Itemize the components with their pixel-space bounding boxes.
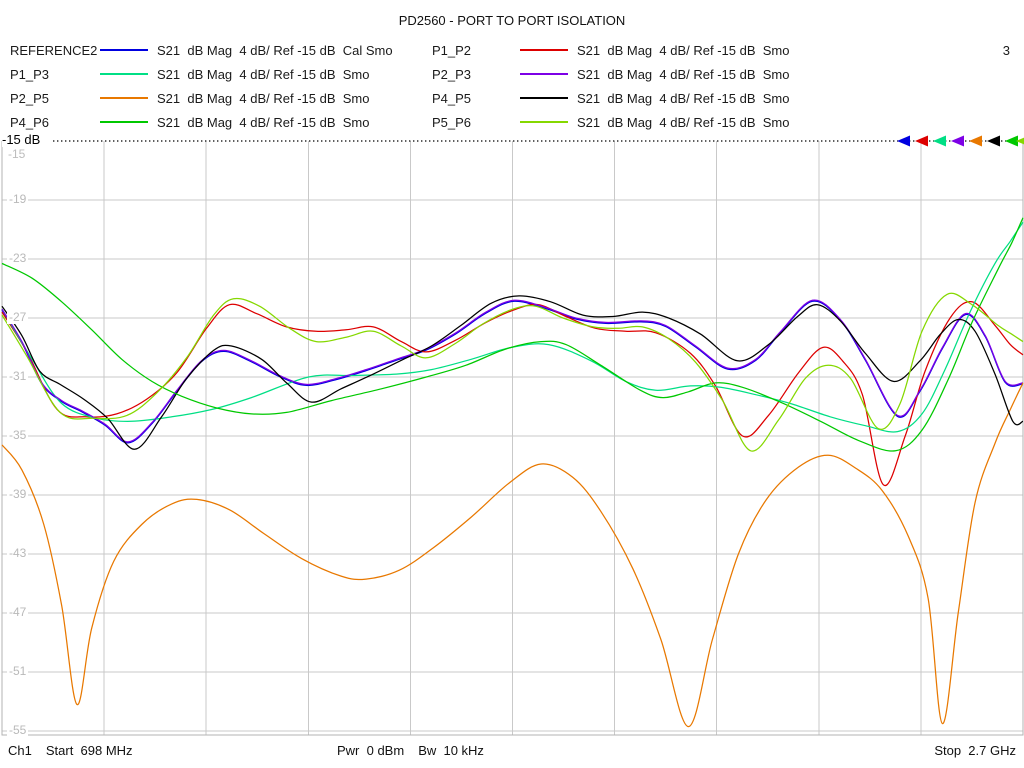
trace-name: P5_P6 bbox=[432, 114, 472, 130]
status-left: Ch1 Start 698 MHz bbox=[8, 743, 133, 758]
y-axis-label: -31 bbox=[7, 369, 29, 383]
y-axis-label: -51 bbox=[7, 664, 29, 678]
trace-format: S21 dB Mag 4 dB/ Ref -15 dB Smo bbox=[157, 114, 370, 130]
bandwidth-field[interactable]: Bw 10 kHz bbox=[418, 743, 484, 758]
trace-color-swatch bbox=[520, 97, 568, 99]
legend-entry-p2-p3[interactable]: P2_P3 S21 dB Mag 4 dB/ Ref -15 dB Smo bbox=[432, 66, 789, 82]
trace-name: P1_P2 bbox=[432, 42, 472, 58]
status-middle: Pwr 0 dBm Bw 10 kHz bbox=[337, 743, 484, 758]
trace-P2_P3 bbox=[1, 299, 1024, 443]
trace-format: S21 dB Mag 4 dB/ Ref -15 dB Smo bbox=[577, 66, 790, 82]
legend-entry-p4-p6[interactable]: P4_P6 S21 dB Mag 4 dB/ Ref -15 dB Smo bbox=[10, 114, 369, 130]
trace-P4_P6 bbox=[1, 217, 1024, 452]
y-axis-label: -39 bbox=[7, 487, 29, 501]
trace-ref-marker-icon[interactable] bbox=[969, 135, 982, 147]
trace-ref-marker-icon[interactable] bbox=[987, 135, 1000, 147]
trace-color-swatch bbox=[100, 121, 148, 123]
legend-entry-p5-p6[interactable]: P5_P6 S21 dB Mag 4 dB/ Ref -15 dB Smo bbox=[432, 114, 789, 130]
y-axis-label: -35 bbox=[7, 428, 29, 442]
trace-name: P4_P6 bbox=[10, 114, 50, 130]
chart-title: PD2560 - PORT TO PORT ISOLATION bbox=[398, 13, 626, 28]
plot-border bbox=[1, 141, 1024, 736]
power-field[interactable]: Pwr 0 dBm bbox=[337, 743, 405, 758]
y-axis-label: -55 bbox=[7, 723, 29, 737]
trace-color-swatch bbox=[520, 49, 568, 51]
trace-color-swatch bbox=[100, 73, 148, 75]
trace-format: S21 dB Mag 4 dB/ Ref -15 dB Smo bbox=[577, 42, 790, 58]
legend-entry-p1-p2[interactable]: P1_P2 S21 dB Mag 4 dB/ Ref -15 dB Smo bbox=[432, 42, 789, 58]
legend-entry-reference2[interactable]: REFERENCE2 S21 dB Mag 4 dB/ Ref -15 dB C… bbox=[10, 42, 393, 58]
trace-format: S21 dB Mag 4 dB/ Ref -15 dB Smo bbox=[577, 114, 790, 130]
trace-ref-marker-icon[interactable] bbox=[933, 135, 946, 147]
trace-ref-marker-icon[interactable] bbox=[897, 135, 910, 147]
legend-entry-p1-p3[interactable]: P1_P3 S21 dB Mag 4 dB/ Ref -15 dB Smo bbox=[10, 66, 369, 82]
stop-frequency-field[interactable]: Stop 2.7 GHz bbox=[934, 743, 1016, 758]
reference-level-label: -15 dB bbox=[2, 132, 43, 147]
start-frequency-field[interactable]: Start 698 MHz bbox=[45, 743, 133, 758]
y-axis-label: -47 bbox=[7, 605, 29, 619]
trace-format: S21 dB Mag 4 dB/ Ref -15 dB Smo bbox=[157, 66, 370, 82]
trace-color-swatch bbox=[100, 97, 148, 99]
trace-P4_P5 bbox=[1, 295, 1024, 450]
channel-label: Ch1 bbox=[8, 743, 32, 758]
trace-name: P2_P3 bbox=[432, 66, 472, 82]
trace-ref-marker-icon[interactable] bbox=[1016, 133, 1024, 149]
trace-name: P1_P3 bbox=[10, 66, 50, 82]
trace-P1_P3 bbox=[1, 221, 1024, 433]
y-axis-label: -19 bbox=[7, 192, 29, 206]
trace-format: S21 dB Mag 4 dB/ Ref -15 dB Cal Smo bbox=[157, 42, 393, 58]
trace-name: P2_P5 bbox=[10, 90, 50, 106]
trace-ref-marker-icon[interactable] bbox=[1005, 135, 1018, 147]
y-axis-label: -23 bbox=[7, 251, 29, 265]
trace-color-swatch bbox=[520, 121, 568, 123]
trace-ref-marker-icon[interactable] bbox=[915, 135, 928, 147]
trace-color-swatch bbox=[520, 73, 568, 75]
trace-P5_P6 bbox=[1, 292, 1024, 452]
trace-format: S21 dB Mag 4 dB/ Ref -15 dB Smo bbox=[577, 90, 790, 106]
trace-name: P4_P5 bbox=[432, 90, 472, 106]
trace-name: REFERENCE2 bbox=[10, 42, 98, 58]
legend-entry-p2-p5[interactable]: P2_P5 S21 dB Mag 4 dB/ Ref -15 dB Smo bbox=[10, 90, 369, 106]
trace-format: S21 dB Mag 4 dB/ Ref -15 dB Smo bbox=[157, 90, 370, 106]
y-axis-label-faint: -15 bbox=[8, 147, 26, 161]
trace-P2_P5 bbox=[1, 382, 1024, 728]
y-axis-label: -43 bbox=[7, 546, 29, 560]
y-axis-label: -27 bbox=[7, 310, 29, 324]
trace-color-swatch bbox=[100, 49, 148, 51]
trace-ref-marker-icon[interactable] bbox=[951, 135, 964, 147]
trace-count-indicator: 3 bbox=[1002, 43, 1010, 58]
legend-entry-p4-p5[interactable]: P4_P5 S21 dB Mag 4 dB/ Ref -15 dB Smo bbox=[432, 90, 789, 106]
